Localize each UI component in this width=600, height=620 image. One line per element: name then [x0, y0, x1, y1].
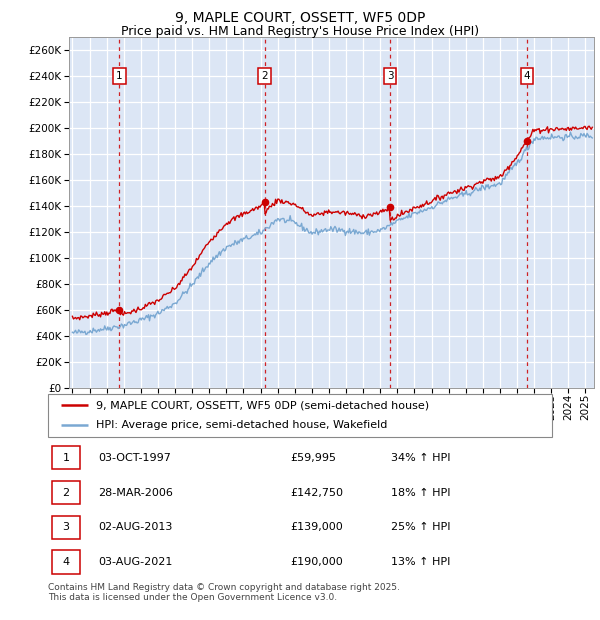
Text: Price paid vs. HM Land Registry's House Price Index (HPI): Price paid vs. HM Land Registry's House …	[121, 25, 479, 38]
Text: 9, MAPLE COURT, OSSETT, WF5 0DP (semi-detached house): 9, MAPLE COURT, OSSETT, WF5 0DP (semi-de…	[96, 401, 429, 410]
Text: 25% ↑ HPI: 25% ↑ HPI	[391, 523, 450, 533]
Bar	[52, 551, 80, 574]
Text: 3: 3	[387, 71, 394, 81]
Text: 03-AUG-2021: 03-AUG-2021	[98, 557, 173, 567]
Text: 4: 4	[62, 557, 70, 567]
Text: 18% ↑ HPI: 18% ↑ HPI	[391, 487, 450, 497]
Text: 34% ↑ HPI: 34% ↑ HPI	[391, 453, 450, 463]
Text: 02-AUG-2013: 02-AUG-2013	[98, 523, 173, 533]
Text: £139,000: £139,000	[290, 523, 343, 533]
Text: £190,000: £190,000	[290, 557, 343, 567]
Text: 4: 4	[524, 71, 530, 81]
Text: HPI: Average price, semi-detached house, Wakefield: HPI: Average price, semi-detached house,…	[96, 420, 387, 430]
Text: 03-OCT-1997: 03-OCT-1997	[98, 453, 171, 463]
Text: Contains HM Land Registry data © Crown copyright and database right 2025.
This d: Contains HM Land Registry data © Crown c…	[48, 583, 400, 602]
Bar	[52, 480, 80, 505]
Text: 1: 1	[116, 71, 123, 81]
Text: £142,750: £142,750	[290, 487, 343, 497]
Text: £59,995: £59,995	[290, 453, 336, 463]
Text: 13% ↑ HPI: 13% ↑ HPI	[391, 557, 450, 567]
Text: 3: 3	[62, 523, 70, 533]
Bar	[52, 446, 80, 469]
Text: 28-MAR-2006: 28-MAR-2006	[98, 487, 173, 497]
Text: 9, MAPLE COURT, OSSETT, WF5 0DP: 9, MAPLE COURT, OSSETT, WF5 0DP	[175, 11, 425, 25]
Text: 1: 1	[62, 453, 70, 463]
Text: 2: 2	[62, 487, 70, 497]
Text: 2: 2	[262, 71, 268, 81]
Bar	[52, 516, 80, 539]
